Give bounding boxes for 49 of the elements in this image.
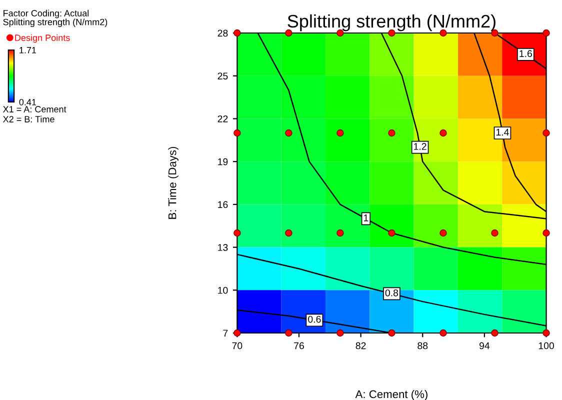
point: [542, 129, 550, 137]
color-bar-title: Splitting strength (N/mm2): [3, 18, 108, 28]
series-label: 1.2: [414, 143, 426, 150]
x-tick-label: 82: [356, 342, 366, 350]
series-label: 1.6: [520, 50, 532, 58]
point: [542, 229, 550, 237]
y-tick-label: 7: [223, 330, 228, 337]
y-tick-label: 25: [218, 72, 228, 80]
point: [491, 329, 498, 337]
point: [336, 229, 344, 237]
text: X2 = B: Time: [3, 116, 54, 122]
point: [285, 329, 292, 337]
x-axis-title: A: Cement (%): [355, 390, 428, 400]
y-tick-label: 16: [218, 201, 228, 208]
series-label: 1: [364, 214, 368, 222]
point: [440, 329, 447, 337]
point: [336, 129, 344, 137]
point: [234, 229, 241, 237]
point: [336, 329, 344, 337]
y-tick-label: 10: [218, 286, 228, 294]
x-tick-label: 88: [418, 342, 428, 350]
x-tick-label: 76: [294, 342, 304, 350]
series-label: 1.4: [496, 128, 509, 136]
point: [234, 129, 241, 137]
point: [440, 229, 447, 237]
point: [388, 229, 396, 237]
y-axis-title: B: Time (Days): [168, 146, 178, 219]
point: [285, 129, 292, 137]
chart-title: Splitting strength (N/mm2): [288, 14, 496, 32]
x-tick-label: 100: [538, 342, 554, 350]
series-label: 0.6: [308, 316, 321, 323]
y-tick-label: 28: [218, 30, 228, 37]
series-label: 0.8: [385, 289, 398, 296]
y-tick-label: 13: [218, 244, 228, 251]
text: Factor Coding: Actual: [4, 10, 89, 18]
point: [285, 229, 292, 237]
point: [388, 129, 396, 137]
text: X1 = A: Cement: [3, 106, 66, 112]
point: [542, 29, 550, 37]
point: [440, 129, 447, 137]
x-tick-label: 94: [479, 342, 490, 350]
point: [388, 329, 396, 337]
point: [491, 229, 498, 237]
color-bar-label: 1.71: [20, 47, 36, 54]
y-tick-label: 19: [218, 158, 228, 166]
x-tick-label: 70: [232, 342, 242, 350]
color-bar-label: 0.41: [19, 98, 36, 106]
legend-label: Design Points: [15, 34, 70, 43]
y-tick-label: 22: [218, 115, 228, 122]
